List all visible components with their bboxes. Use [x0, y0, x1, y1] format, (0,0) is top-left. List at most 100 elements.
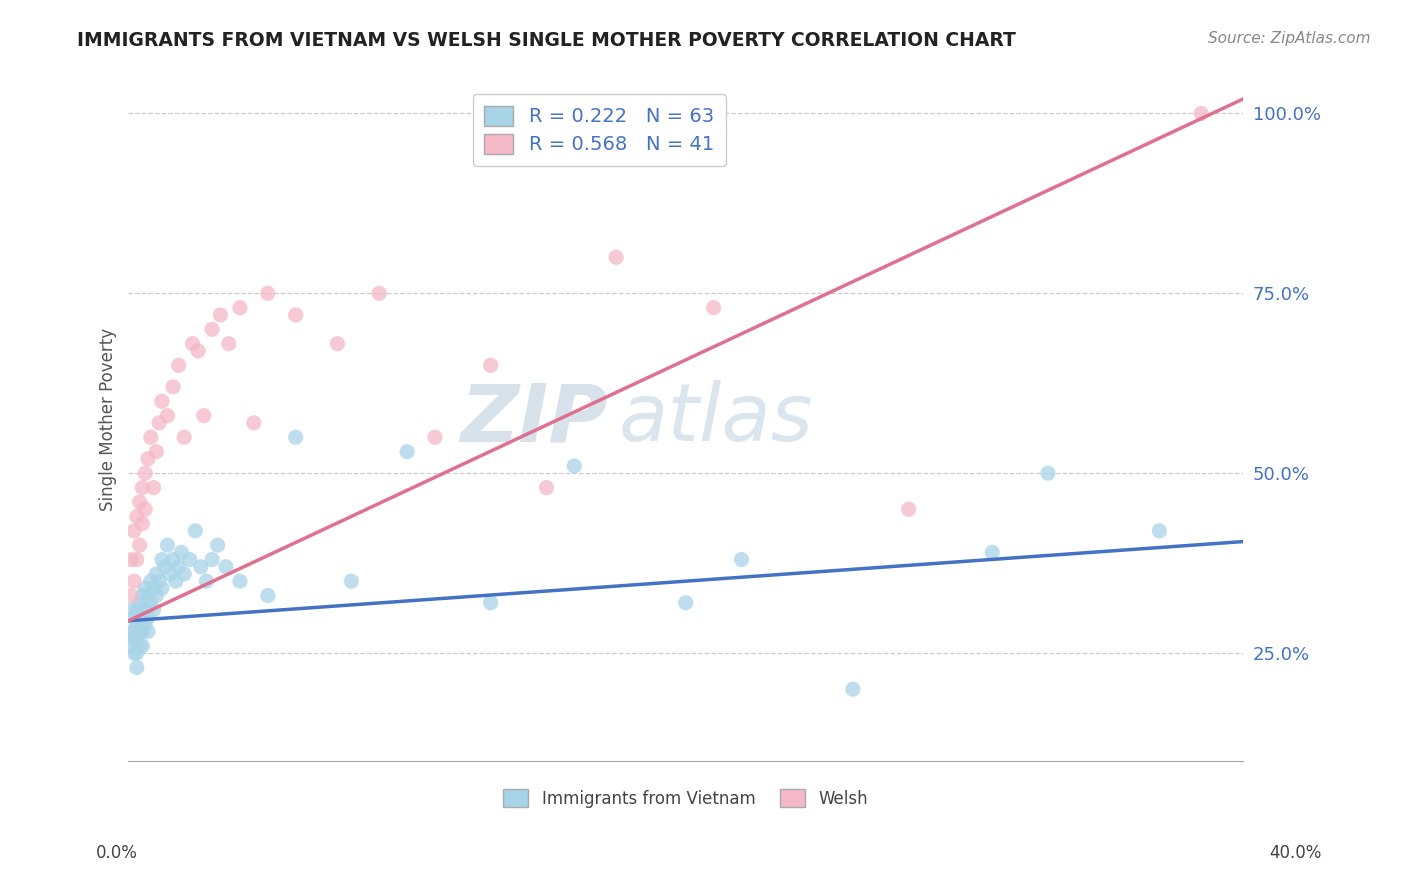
Point — [229, 301, 252, 315]
Point — [136, 451, 159, 466]
Point — [167, 559, 190, 574]
Point — [150, 394, 173, 409]
Point — [134, 582, 156, 596]
Point — [284, 308, 307, 322]
Point — [122, 610, 145, 624]
Point — [122, 632, 145, 646]
Point — [156, 538, 179, 552]
Point — [125, 509, 148, 524]
Point — [479, 596, 502, 610]
Point — [128, 639, 150, 653]
Point — [207, 538, 229, 552]
Point — [120, 589, 142, 603]
Point — [173, 430, 195, 444]
Point — [173, 566, 195, 581]
Point — [479, 359, 502, 373]
Point — [134, 502, 156, 516]
Point — [131, 639, 153, 653]
Text: ZIP: ZIP — [460, 380, 607, 458]
Point — [120, 639, 142, 653]
Point — [981, 545, 1004, 559]
Point — [162, 552, 184, 566]
Point — [256, 286, 278, 301]
Point — [170, 545, 193, 559]
Point — [128, 538, 150, 552]
Point — [131, 516, 153, 531]
Point — [340, 574, 363, 589]
Point — [128, 495, 150, 509]
Point — [136, 624, 159, 639]
Point — [195, 574, 218, 589]
Point — [134, 617, 156, 632]
Point — [131, 624, 153, 639]
Point — [125, 552, 148, 566]
Point — [423, 430, 446, 444]
Point — [122, 624, 145, 639]
Point — [326, 336, 349, 351]
Point — [128, 596, 150, 610]
Point — [131, 610, 153, 624]
Point — [179, 552, 201, 566]
Point — [125, 617, 148, 632]
Point — [122, 646, 145, 660]
Point — [156, 409, 179, 423]
Point — [142, 603, 165, 617]
Point — [128, 610, 150, 624]
Point — [193, 409, 215, 423]
Point — [187, 343, 209, 358]
Point — [125, 646, 148, 660]
Point — [150, 552, 173, 566]
Point — [136, 610, 159, 624]
Point — [145, 589, 167, 603]
Point — [215, 559, 238, 574]
Point — [396, 444, 419, 458]
Point — [128, 624, 150, 639]
Point — [842, 682, 865, 697]
Point — [165, 574, 187, 589]
Point — [122, 574, 145, 589]
Point — [1036, 467, 1059, 481]
Point — [142, 582, 165, 596]
Point — [209, 308, 232, 322]
Legend: Immigrants from Vietnam, Welsh: Immigrants from Vietnam, Welsh — [496, 783, 875, 814]
Point — [148, 574, 170, 589]
Point — [134, 467, 156, 481]
Point — [218, 336, 240, 351]
Point — [120, 552, 142, 566]
Point — [675, 596, 697, 610]
Text: Source: ZipAtlas.com: Source: ZipAtlas.com — [1208, 31, 1371, 46]
Point — [201, 322, 224, 336]
Point — [190, 559, 212, 574]
Point — [136, 589, 159, 603]
Text: 40.0%: 40.0% — [1270, 844, 1322, 862]
Y-axis label: Single Mother Poverty: Single Mother Poverty — [100, 327, 117, 511]
Point — [125, 660, 148, 674]
Point — [256, 589, 278, 603]
Point — [139, 596, 162, 610]
Text: 0.0%: 0.0% — [96, 844, 138, 862]
Point — [605, 251, 627, 265]
Point — [201, 552, 224, 566]
Point — [120, 603, 142, 617]
Point — [148, 416, 170, 430]
Point — [229, 574, 252, 589]
Point — [1149, 524, 1171, 538]
Text: atlas: atlas — [619, 380, 814, 458]
Point — [153, 559, 176, 574]
Point — [284, 430, 307, 444]
Point — [150, 582, 173, 596]
Point — [162, 380, 184, 394]
Point — [181, 336, 204, 351]
Point — [243, 416, 266, 430]
Point — [730, 552, 752, 566]
Point — [125, 603, 148, 617]
Point — [1189, 106, 1212, 120]
Text: IMMIGRANTS FROM VIETNAM VS WELSH SINGLE MOTHER POVERTY CORRELATION CHART: IMMIGRANTS FROM VIETNAM VS WELSH SINGLE … — [77, 31, 1017, 50]
Point — [184, 524, 207, 538]
Point — [562, 458, 585, 473]
Point — [167, 359, 190, 373]
Point — [368, 286, 391, 301]
Point — [134, 603, 156, 617]
Point — [125, 632, 148, 646]
Point — [536, 481, 558, 495]
